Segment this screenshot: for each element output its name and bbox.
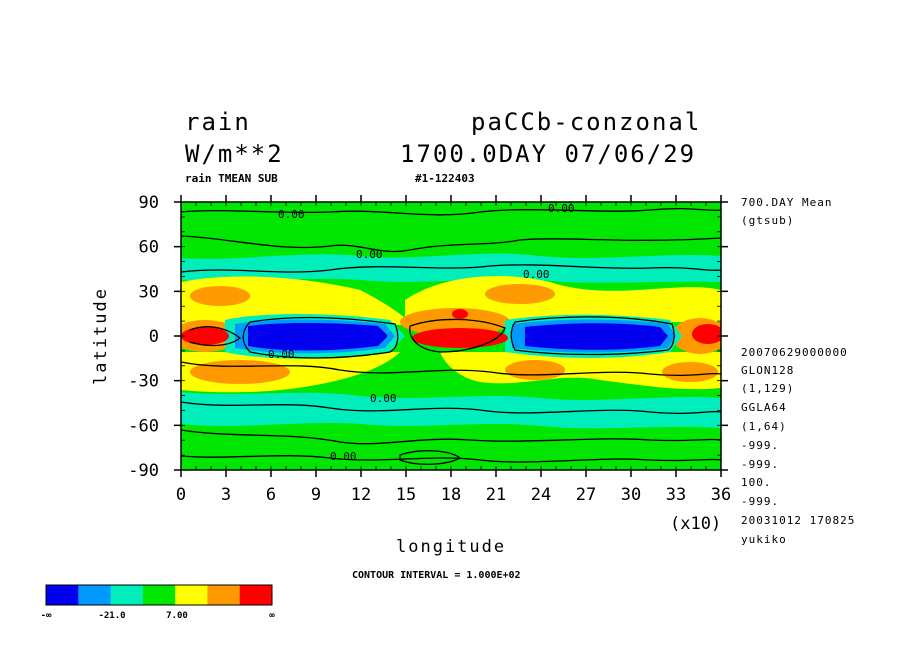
side-info-8: -999.	[741, 495, 780, 508]
colorbar-label: 7.00	[166, 611, 188, 621]
y-tick-label: 90	[139, 193, 159, 213]
experiment-title: paCCb-conzonal	[471, 108, 702, 136]
heatmap-field: 0.00 0.00 0.00 0.00 0.00 0.00 0.00	[181, 202, 721, 470]
colorbar-swatch	[110, 585, 144, 605]
x-tick-label: 36	[711, 485, 731, 505]
x-multiplier: (x10)	[670, 514, 722, 534]
side-info-10: yukiko	[741, 533, 787, 546]
y-tick-label: -90	[128, 461, 159, 481]
x-tick-label: 21	[486, 485, 506, 505]
x-tick-label: 33	[666, 485, 686, 505]
colorbar-label: -21.0	[98, 611, 125, 621]
y-tick-label: 30	[139, 282, 159, 302]
y-tick-labels: 90 60 30 0 -30 -60 -90	[128, 193, 159, 481]
side-info-3: GGLA64	[741, 401, 787, 414]
colorbar-swatch	[239, 585, 273, 605]
x-tick-label: 18	[441, 485, 461, 505]
variable-title: rain	[185, 108, 251, 136]
x-tick-label: 9	[311, 485, 321, 505]
x-tick-label: 3	[221, 485, 231, 505]
contour-label: 0.00	[268, 348, 295, 361]
colorbar-swatch	[175, 585, 208, 605]
x-tick-label: 6	[266, 485, 276, 505]
colorbar-label: -∞	[41, 611, 52, 621]
contour-label: 0.00	[356, 248, 383, 261]
contour-label: 0.00	[370, 392, 397, 405]
x-tick-label: 27	[576, 485, 596, 505]
side-info-top-0: 700.DAY Mean	[741, 196, 833, 209]
subtitle-right: #1-122403	[415, 172, 475, 185]
side-info-1: GLON128	[741, 364, 795, 377]
colorbar-swatch	[207, 585, 241, 605]
contour-label: 0.00	[278, 208, 305, 221]
x-axis-label: longitude	[396, 537, 507, 557]
y-axis-label: latitude	[90, 287, 111, 385]
time-label: 1700.0DAY 07/06/29	[400, 140, 697, 168]
side-info-2: (1,129)	[741, 382, 795, 395]
contour-interval: CONTOUR INTERVAL = 1.000E+02	[352, 570, 521, 581]
x-tick-label: 30	[621, 485, 641, 505]
colorbar-label: ∞	[269, 611, 275, 621]
side-info-top-1: (gtsub)	[741, 214, 795, 227]
x-tick-label: 15	[396, 485, 416, 505]
y-tick-label: -60	[128, 416, 159, 436]
colorbar-swatch	[46, 585, 79, 605]
side-info-5: -999.	[741, 439, 780, 452]
side-info-0: 20070629000000	[741, 346, 848, 359]
subtitle-left: rain TMEAN SUB	[185, 172, 278, 185]
contour-label: 0.00	[548, 202, 575, 215]
contour-label: 0.00	[523, 268, 550, 281]
colorbar-swatch	[142, 585, 176, 605]
side-info-4: (1,64)	[741, 420, 787, 433]
x-tick-label: 24	[531, 485, 551, 505]
x-tick-labels: 0 3 6 9 12 15 18 21 24 27 30 33 36	[176, 485, 731, 505]
axis-ticks	[174, 195, 728, 477]
colorbar: -∞ -21.0 7.00 ∞	[41, 584, 275, 621]
units-label: W/m**2	[185, 140, 284, 168]
colorbar-swatch	[78, 585, 112, 605]
y-tick-label: 0	[149, 327, 159, 347]
side-info-6: -999.	[741, 458, 780, 471]
x-tick-label: 12	[351, 485, 371, 505]
side-info-7: 100.	[741, 476, 772, 489]
y-tick-label: -30	[128, 372, 159, 392]
contour-label: 0.00	[330, 450, 357, 463]
y-tick-label: 60	[139, 238, 159, 258]
x-tick-label: 0	[176, 485, 186, 505]
side-info-9: 20031012 170825	[741, 514, 856, 527]
